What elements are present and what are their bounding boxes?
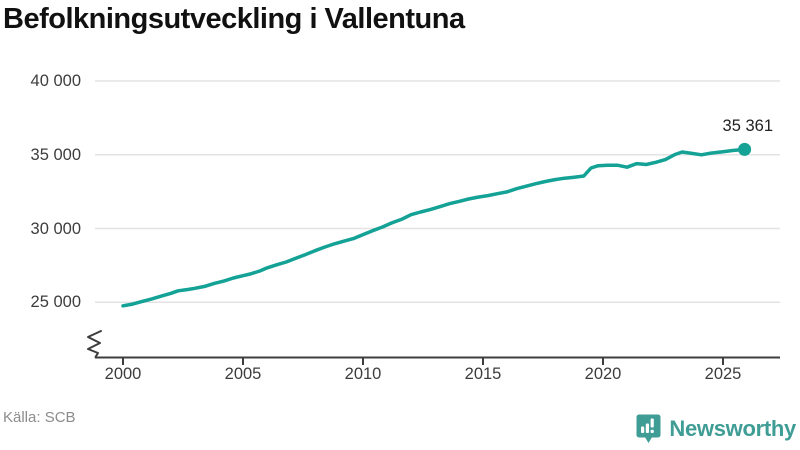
gridlines (95, 80, 780, 304)
y-tick-label: 25 000 (30, 293, 81, 312)
population-line (121, 147, 747, 308)
newsworthy-logo[interactable]: Newsworthy (636, 414, 796, 444)
newsworthy-pin-chart-icon (636, 414, 661, 443)
x-tick-label: 2025 (704, 365, 742, 383)
newsworthy-wordmark: Newsworthy (669, 416, 796, 441)
y-tick-label: 35 000 (30, 145, 81, 164)
end-point-value-label: 35 361 (722, 117, 773, 135)
data-series (121, 142, 752, 308)
y-tick-label: 40 000 (30, 72, 81, 90)
x-tick-label: 2010 (344, 365, 382, 383)
x-tick-label: 2000 (104, 365, 142, 383)
x-tick-label: 2020 (584, 365, 622, 383)
y-axis-break-icon (87, 330, 102, 358)
x-tick-label: 2015 (464, 365, 502, 383)
chart-title: Befolkningsutveckling i Vallentuna (3, 3, 465, 35)
y-tick-label: 30 000 (30, 219, 81, 238)
end-point-dot (738, 142, 752, 156)
source-note: Källa: SCB (3, 409, 76, 426)
x-tick-label: 2005 (224, 365, 262, 383)
x-axis-ticks (122, 357, 724, 365)
